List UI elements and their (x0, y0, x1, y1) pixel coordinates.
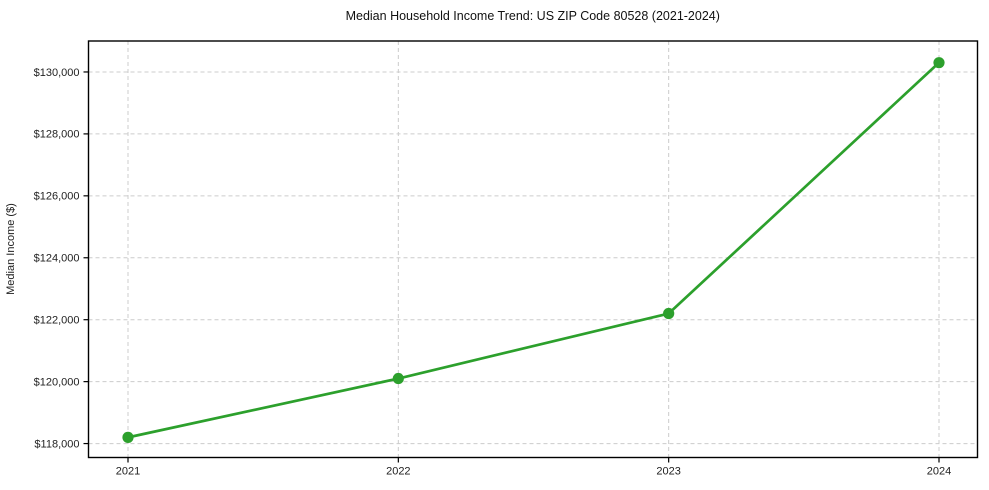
axes-layer: $118,000 $120,000 $122,000 $124,000 $126,000… (34, 40, 979, 478)
series-layer (122, 57, 945, 443)
y-tick-label: $118,000 (34, 438, 79, 450)
grid-layer (88, 41, 978, 458)
x-tick-label: 2023 (656, 466, 680, 478)
y-tick-label: $128,000 (34, 129, 80, 141)
y-tick-label: $120,000 (34, 376, 80, 388)
data-point-2022 (392, 372, 404, 385)
y-axis-label: Median Income ($) (5, 203, 17, 295)
data-point-2024 (933, 57, 945, 69)
trend-line (126, 61, 941, 439)
x-tick-label: 2022 (386, 466, 410, 478)
y-tick-label: $124,000 (34, 253, 80, 265)
data-point-2021 (122, 431, 134, 443)
chart-title: Median Household Income Trend: US ZIP Co… (346, 9, 720, 23)
y-tick-label: $130,000 (34, 67, 80, 79)
data-point-2023 (663, 307, 675, 320)
plot-border (87, 40, 979, 459)
x-tick-label: 2024 (927, 466, 951, 478)
y-tick-label: $126,000 (34, 191, 80, 203)
x-tick-label: 2021 (116, 466, 140, 478)
y-tick-label: $122,000 (34, 314, 80, 326)
